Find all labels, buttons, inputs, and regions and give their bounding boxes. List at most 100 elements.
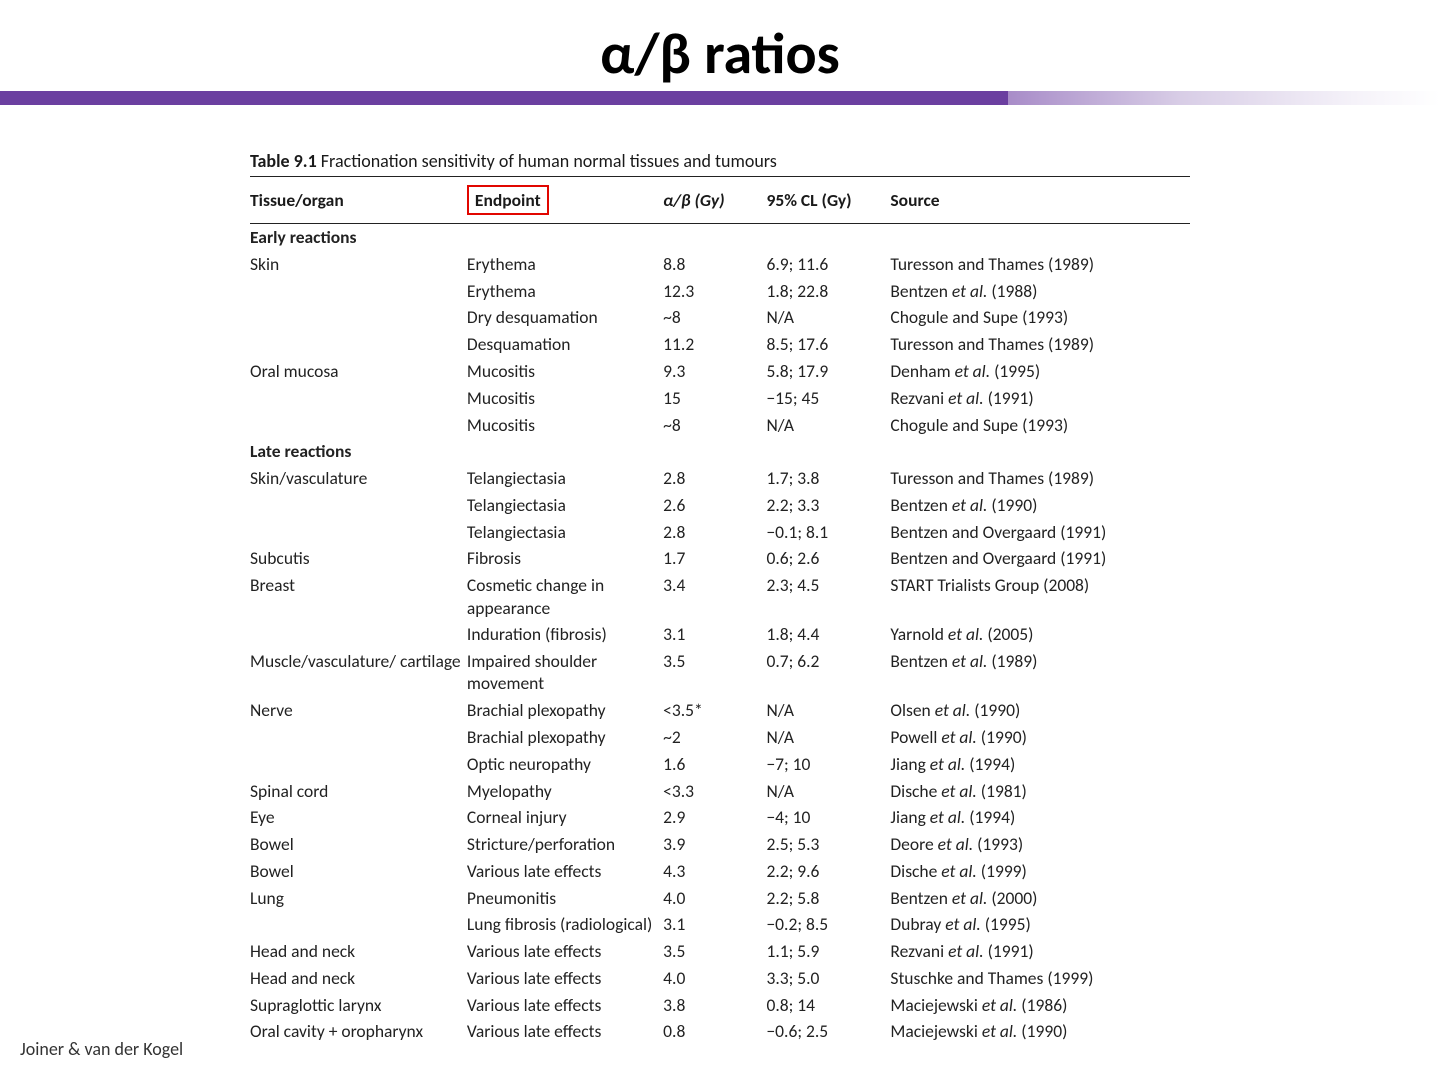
cell-source: Bentzen et al. (2000) [890,884,1190,911]
cell-cl: 2.2; 5.8 [766,884,890,911]
section-heading: Late reactions [250,438,1190,465]
cell-source: Turesson and Thames (1989) [890,251,1190,278]
section-heading-row: Late reactions [250,438,1190,465]
table-row: Mucositis~8N/AChogule and Supe (1993) [250,411,1190,438]
cell-tissue: Breast [250,572,467,621]
table-row: NerveBrachial plexopathy<3.5*N/AOlsen et… [250,697,1190,724]
cell-endpoint: Telangiectasia [467,465,663,492]
cell-ab: 15 [663,385,766,412]
col-cl: 95% CL (Gy) [766,177,890,224]
cell-endpoint: Erythema [467,278,663,305]
cell-tissue: Spinal cord [250,777,467,804]
cell-ab: 3.9 [663,831,766,858]
table-row: BowelStricture/perforation3.92.5; 5.3Deo… [250,831,1190,858]
cell-endpoint: Induration (fibrosis) [467,621,663,648]
table-row: EyeCorneal injury2.9−4; 10Jiang et al. (… [250,804,1190,831]
cell-ab: 3.5 [663,648,766,697]
cell-endpoint: Mucositis [467,385,663,412]
cell-tissue: Head and neck [250,938,467,965]
cell-tissue: Oral mucosa [250,358,467,385]
cell-source: Chogule and Supe (1993) [890,411,1190,438]
cell-endpoint: Brachial plexopathy [467,697,663,724]
col-endpoint: Endpoint [467,177,663,224]
cell-endpoint: Various late effects [467,1018,663,1045]
cell-cl: 2.5; 5.3 [766,831,890,858]
cell-tissue [250,621,467,648]
cell-ab: 1.6 [663,751,766,778]
cell-cl: N/A [766,697,890,724]
cell-cl: 1.8; 4.4 [766,621,890,648]
table-caption: Table 9.1 Fractionation sensitivity of h… [250,150,1190,172]
divider-bar-fade [1008,91,1440,105]
table-header: Tissue/organ Endpoint α/β (Gy) 95% CL (G… [250,177,1190,224]
cell-source: Bentzen et al. (1988) [890,278,1190,305]
cell-cl: N/A [766,724,890,751]
table-row: Lung fibrosis (radiological)3.1−0.2; 8.5… [250,911,1190,938]
cell-ab: <3.3 [663,777,766,804]
cell-tissue: Bowel [250,858,467,885]
cell-endpoint: Erythema [467,251,663,278]
cell-source: Denham et al. (1995) [890,358,1190,385]
cell-tissue [250,411,467,438]
cell-ab: <3.5* [663,697,766,724]
table-row: Optic neuropathy1.6−7; 10Jiang et al. (1… [250,751,1190,778]
table-row: SubcutisFibrosis1.70.6; 2.6Bentzen and O… [250,545,1190,572]
cell-ab: 8.8 [663,251,766,278]
cell-ab: 3.1 [663,911,766,938]
table-row: Erythema12.31.8; 22.8Bentzen et al. (198… [250,278,1190,305]
cell-source: Bentzen et al. (1990) [890,492,1190,519]
divider-bar [0,91,1440,105]
cell-ab: 1.7 [663,545,766,572]
cell-ab: ~8 [663,411,766,438]
cell-source: Rezvani et al. (1991) [890,385,1190,412]
table-row: Brachial plexopathy~2N/APowell et al. (1… [250,724,1190,751]
cell-endpoint: Dry desquamation [467,304,663,331]
divider-bar-main [0,91,1008,105]
cell-source: Bentzen and Overgaard (1991) [890,545,1190,572]
cell-endpoint: Cosmetic change in appearance [467,572,663,621]
cell-source: START Trialists Group (2008) [890,572,1190,621]
cell-source: Olsen et al. (1990) [890,697,1190,724]
cell-source: Stuschke and Thames (1999) [890,965,1190,992]
cell-ab: 2.8 [663,518,766,545]
cell-ab: ~2 [663,724,766,751]
table-body: Early reactionsSkinErythema8.86.9; 11.6T… [250,224,1190,1045]
cell-source: Bentzen and Overgaard (1991) [890,518,1190,545]
data-table: Tissue/organ Endpoint α/β (Gy) 95% CL (G… [250,176,1190,1045]
cell-ab: 3.4 [663,572,766,621]
table-row: BowelVarious late effects4.32.2; 9.6Disc… [250,858,1190,885]
col-ab: α/β (Gy) [663,177,766,224]
table-row: Oral cavity + oropharynxVarious late eff… [250,1018,1190,1045]
cell-endpoint: Fibrosis [467,545,663,572]
table-row: LungPneumonitis4.02.2; 5.8Bentzen et al.… [250,884,1190,911]
cell-cl: 0.6; 2.6 [766,545,890,572]
table-row: Head and neckVarious late effects4.03.3;… [250,965,1190,992]
footer-credit: Joiner & van der Kogel [20,1038,183,1060]
cell-tissue [250,331,467,358]
cell-source: Yarnold et al. (2005) [890,621,1190,648]
cell-endpoint: Impaired shoulder movement [467,648,663,697]
cell-endpoint: Desquamation [467,331,663,358]
cell-source: Rezvani et al. (1991) [890,938,1190,965]
cell-cl: −15; 45 [766,385,890,412]
table-row: Head and neckVarious late effects3.51.1;… [250,938,1190,965]
cell-ab: 0.8 [663,1018,766,1045]
cell-source: Jiang et al. (1994) [890,804,1190,831]
cell-tissue: Subcutis [250,545,467,572]
cell-source: Dische et al. (1999) [890,858,1190,885]
cell-tissue [250,278,467,305]
cell-endpoint: Mucositis [467,411,663,438]
table-row: Telangiectasia2.62.2; 3.3Bentzen et al. … [250,492,1190,519]
cell-cl: N/A [766,411,890,438]
cell-endpoint: Various late effects [467,965,663,992]
cell-endpoint: Corneal injury [467,804,663,831]
cell-cl: 8.5; 17.6 [766,331,890,358]
cell-ab: 4.0 [663,965,766,992]
cell-source: Jiang et al. (1994) [890,751,1190,778]
cell-tissue [250,385,467,412]
cell-endpoint: Various late effects [467,991,663,1018]
col-tissue: Tissue/organ [250,177,467,224]
table-row: Skin/vasculatureTelangiectasia2.81.7; 3.… [250,465,1190,492]
cell-endpoint: Various late effects [467,938,663,965]
table-row: Oral mucosaMucositis9.35.8; 17.9Denham e… [250,358,1190,385]
